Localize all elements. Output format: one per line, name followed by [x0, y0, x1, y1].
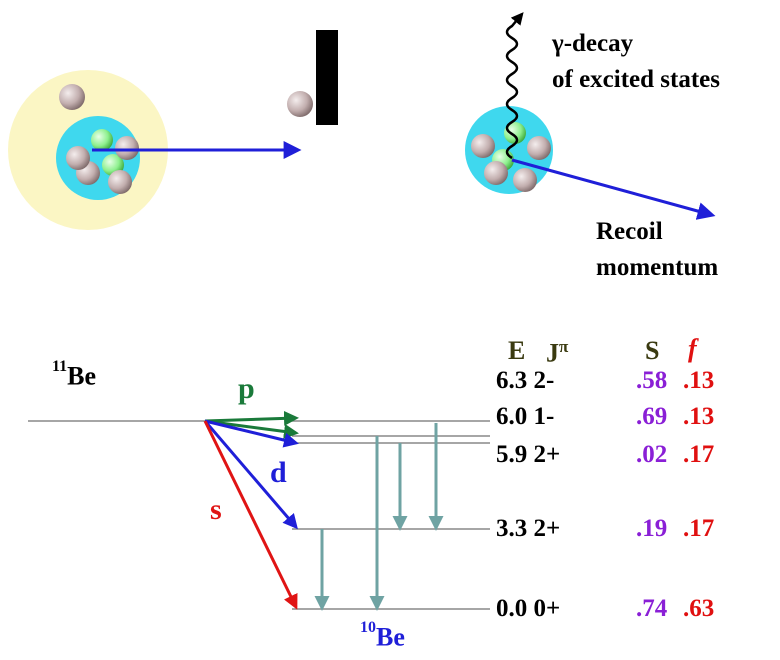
spin-value: 0+: [534, 595, 561, 622]
knocked-neutron: [287, 91, 313, 117]
energy-value: 5.9: [496, 441, 527, 468]
level-row: 5.9 2+: [496, 442, 560, 467]
neutron: [513, 168, 537, 192]
proton: [91, 129, 113, 151]
parent-element-symbol: Be: [67, 362, 96, 391]
energy-value: 6.3: [496, 367, 527, 394]
d-wave-label: d: [270, 458, 287, 488]
gamma-decay-caption: γ-decay of excited states: [552, 26, 720, 98]
s-wave-label: s: [210, 495, 222, 525]
level-row: 3.3 2+: [496, 516, 560, 541]
spin-value: 2+: [534, 515, 561, 542]
gamma-caption-line1: γ-decay: [552, 26, 720, 62]
s-value: .58: [636, 368, 667, 393]
level-row: 0.0 0+: [496, 596, 560, 621]
neutron: [66, 146, 90, 170]
neutron: [484, 161, 508, 185]
header-spectroscopic-factor: S: [645, 338, 659, 364]
spin-value: 2+: [534, 441, 561, 468]
energy-value: 3.3: [496, 515, 527, 542]
f-value: .17: [683, 442, 714, 467]
recoil-caption: Recoil momentum: [596, 214, 718, 286]
daughter-mass-number: 10: [360, 619, 376, 636]
spin-value: 2-: [534, 367, 555, 394]
neutron: [108, 170, 132, 194]
s-value: .69: [636, 404, 667, 429]
neutron: [115, 136, 139, 160]
gamma-caption-line2: of excited states: [552, 62, 720, 98]
f-value: .17: [683, 516, 714, 541]
parent-mass-number: 11: [52, 358, 67, 375]
header-spin: J: [546, 339, 559, 368]
energy-value: 6.0: [496, 403, 527, 430]
p-wave-label: p: [238, 374, 255, 404]
daughter-isotope-label: 10Be: [360, 624, 405, 651]
recoil-arrow: [512, 160, 712, 215]
daughter-element-symbol: Be: [376, 623, 405, 652]
header-f: f: [688, 336, 697, 362]
header-energy: E: [508, 338, 525, 364]
header-spin-parity: Jπ: [546, 338, 568, 367]
recoil-caption-line2: momentum: [596, 250, 718, 286]
target-block: [316, 30, 338, 125]
neutron: [471, 134, 495, 158]
s-value: .19: [636, 516, 667, 541]
halo-neutron: [59, 84, 85, 110]
level-row: 6.0 1-: [496, 404, 554, 429]
parent-isotope-label: 11Be: [52, 363, 96, 390]
p-transition-arrow: [205, 418, 296, 421]
neutron: [527, 136, 551, 160]
s-value: .02: [636, 442, 667, 467]
f-value: .13: [683, 404, 714, 429]
recoil-caption-line1: Recoil: [596, 214, 718, 250]
s-value: .74: [636, 596, 667, 621]
spin-value: 1-: [534, 403, 555, 430]
f-value: .63: [683, 596, 714, 621]
f-value: .13: [683, 368, 714, 393]
energy-value: 0.0: [496, 595, 527, 622]
level-row: 6.3 2-: [496, 368, 554, 393]
header-parity: π: [559, 337, 568, 356]
